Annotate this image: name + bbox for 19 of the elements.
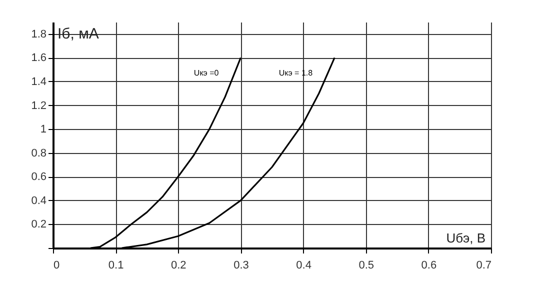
x-tick-label: 0.2 (170, 260, 186, 272)
x-tick-label: 0.3 (234, 260, 249, 272)
x-tick-label: 0.5 (358, 260, 374, 272)
y-tick-label: 0.6 (31, 171, 46, 184)
y-tick-label: 0.2 (31, 218, 46, 231)
y-tick-label: 1.6 (31, 52, 46, 64)
x-tick-label: 0.4 (296, 260, 312, 272)
y-tick-label: 1.8 (31, 28, 46, 40)
y-tick-label: 1.2 (31, 100, 46, 112)
x-tick-label: 0.7 (476, 260, 492, 272)
y-tick-label: 1 (40, 124, 46, 136)
x-axis-title: Uбэ, В (446, 230, 486, 246)
y-tick-label: 1.4 (31, 76, 46, 88)
x-tick-label: 0.6 (421, 260, 437, 272)
y-tick-label: 0.8 (31, 147, 46, 160)
y-tick-label: 0.4 (31, 194, 46, 207)
series-label: Uкэ =0 (194, 68, 220, 78)
x-tick-label: 0 (54, 260, 60, 272)
x-tick-label: 0.1 (108, 260, 124, 272)
